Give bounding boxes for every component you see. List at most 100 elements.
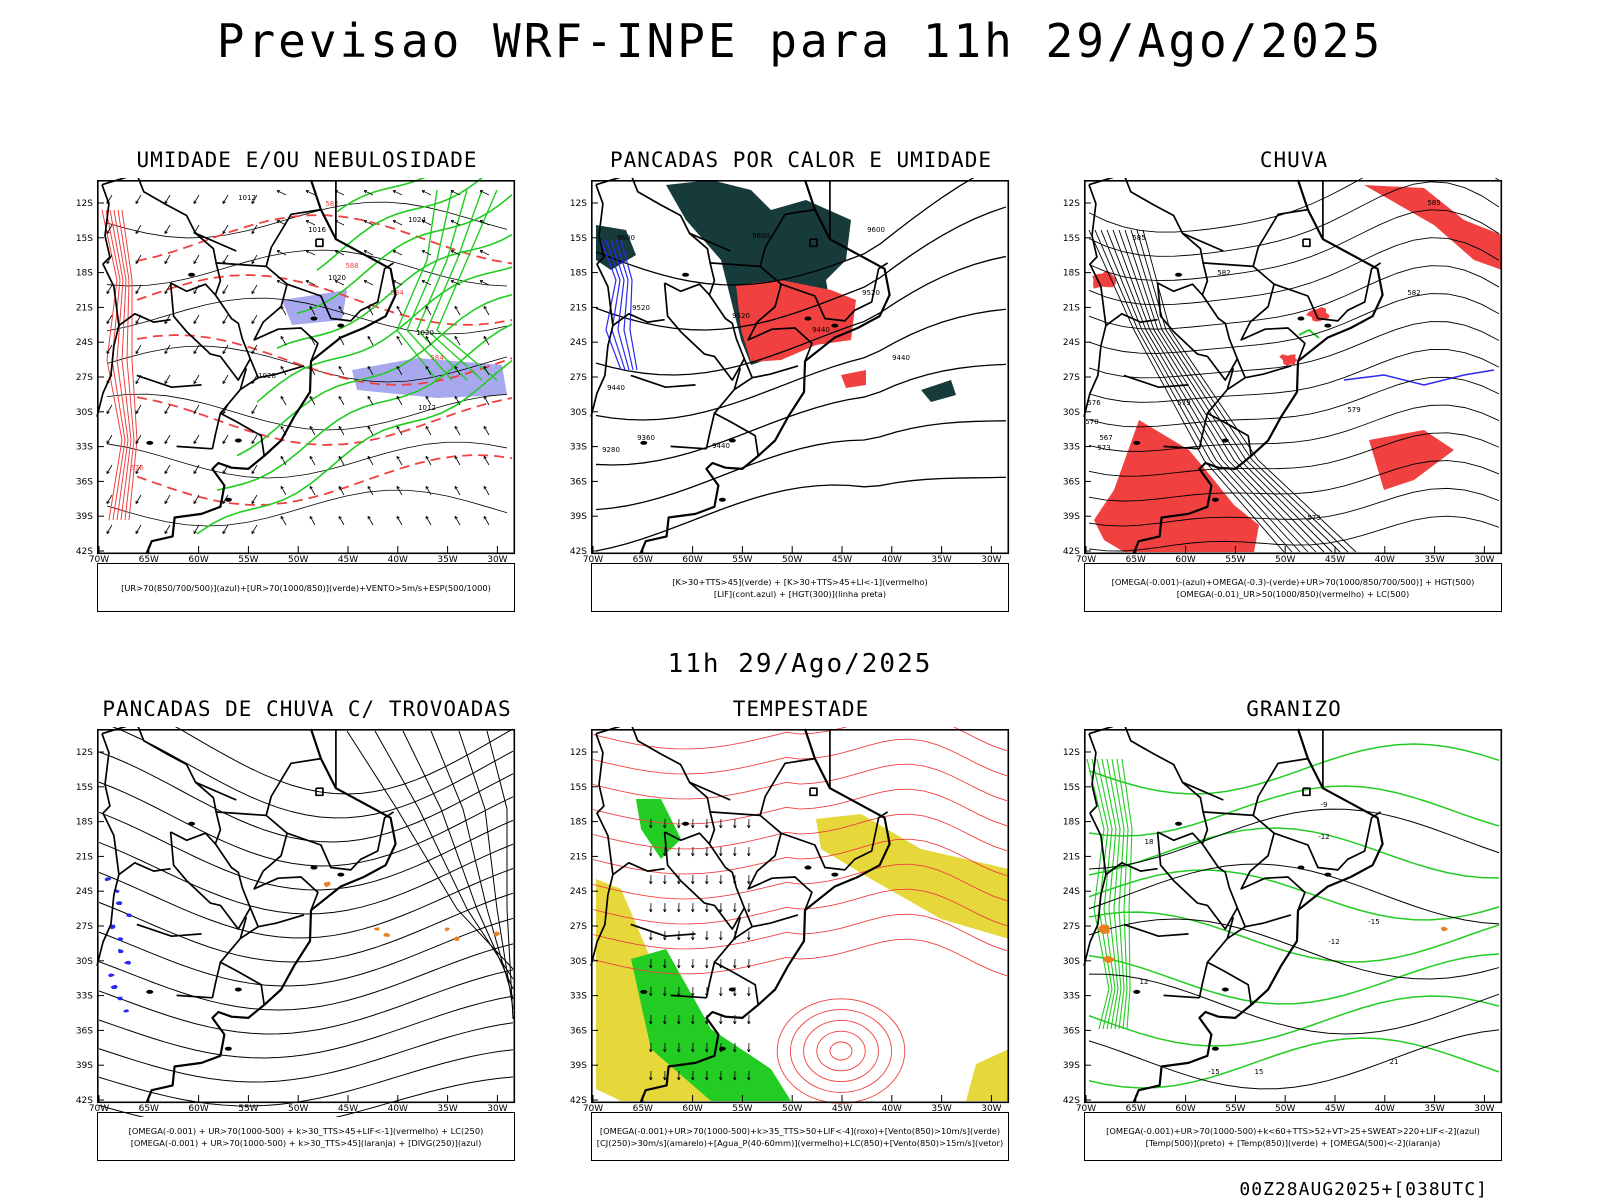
streamline bbox=[98, 868, 514, 939]
streamline bbox=[592, 788, 1008, 827]
border-line bbox=[630, 374, 696, 389]
wind-vector bbox=[677, 1021, 681, 1025]
border-line bbox=[590, 874, 614, 967]
wind-vector bbox=[367, 365, 371, 370]
wind-vector bbox=[251, 470, 255, 474]
lake bbox=[1211, 1046, 1219, 1051]
wind-vector bbox=[309, 306, 316, 316]
border-line bbox=[1088, 727, 1253, 1006]
wind-vector bbox=[691, 1021, 695, 1025]
streamline bbox=[592, 738, 1008, 777]
wind-vector bbox=[663, 937, 667, 941]
wind-vector bbox=[747, 1077, 751, 1081]
wind-vector bbox=[193, 524, 200, 534]
wind-vector bbox=[338, 425, 342, 430]
omega-cell bbox=[1440, 926, 1449, 932]
wind-vector bbox=[276, 280, 281, 284]
wind-vector bbox=[719, 881, 723, 885]
border-line bbox=[253, 832, 319, 911]
lon-label: 70W bbox=[583, 555, 603, 565]
streamline bbox=[592, 888, 1008, 927]
border-line bbox=[1083, 874, 1107, 967]
legend-line-1: [OMEGA(-0.001)+UR>70(1000-500)+k>35_TTS>… bbox=[599, 1125, 1001, 1136]
wind-vector bbox=[479, 220, 484, 224]
lat-label: 18S bbox=[570, 818, 587, 828]
humidity-contour bbox=[426, 189, 483, 381]
border-line bbox=[96, 325, 120, 418]
lat-label: 24S bbox=[570, 338, 587, 348]
border-line bbox=[689, 781, 731, 801]
wind-vector bbox=[106, 344, 113, 354]
wind-vector bbox=[280, 396, 287, 406]
streamline bbox=[98, 1022, 514, 1083]
lon-label: 65W bbox=[139, 1104, 159, 1114]
streamline bbox=[458, 730, 514, 1010]
wind-vector bbox=[733, 993, 737, 997]
wind-vector bbox=[135, 194, 142, 204]
contour-label: -12 bbox=[1318, 833, 1329, 841]
wind-vector bbox=[663, 1021, 667, 1025]
lifted-index-contour bbox=[615, 239, 634, 371]
lifted-index-contour bbox=[610, 239, 630, 371]
wind-vector bbox=[222, 530, 226, 534]
border-line bbox=[195, 781, 237, 801]
streamline bbox=[1088, 349, 1500, 403]
wind-vector bbox=[222, 440, 226, 444]
lake bbox=[337, 323, 345, 328]
legend-line-1: [OMEGA(-0.001) + UR>70(1000-500) + k>30_… bbox=[128, 1125, 484, 1136]
border-line bbox=[136, 374, 202, 389]
lon-label: 65W bbox=[1126, 555, 1146, 565]
border-line bbox=[752, 914, 799, 928]
wind-vector bbox=[396, 306, 403, 316]
wind-vector bbox=[705, 965, 709, 969]
cyclone-contour bbox=[816, 1030, 866, 1072]
wind-vector bbox=[106, 404, 113, 414]
wind-vector bbox=[309, 305, 313, 310]
wind-vector bbox=[193, 254, 200, 264]
wind-vector bbox=[421, 250, 426, 254]
lat-label: 39S bbox=[76, 512, 93, 522]
lon-label: 30W bbox=[487, 1104, 507, 1114]
panel-title-umidade: UMIDADE E/OU NEBULOSIDADE bbox=[136, 148, 478, 172]
lake bbox=[146, 989, 154, 994]
contour-label: 582 bbox=[1217, 269, 1230, 277]
wind-vector bbox=[677, 1049, 681, 1053]
humidity-contour bbox=[216, 323, 513, 492]
wind-vector bbox=[164, 260, 168, 264]
lon-label: 60W bbox=[682, 555, 702, 565]
border-line bbox=[176, 994, 213, 999]
wind-vector bbox=[479, 280, 490, 286]
wind-vector bbox=[367, 395, 371, 400]
lon-label: 70W bbox=[89, 1104, 109, 1114]
streamline bbox=[1088, 237, 1500, 306]
wind-vector bbox=[483, 456, 490, 466]
wind-area bbox=[631, 949, 791, 1101]
lat-label: 12S bbox=[76, 199, 93, 209]
wind-vector bbox=[334, 250, 345, 256]
wind-vector bbox=[334, 280, 339, 284]
legend-trovoadas: [OMEGA(-0.001) + UR>70(1000-500) + k>30_… bbox=[97, 1112, 515, 1161]
border-line bbox=[747, 832, 813, 911]
wind-vector bbox=[305, 250, 310, 254]
humidity-contour bbox=[336, 178, 426, 213]
border-line bbox=[265, 757, 322, 816]
wind-vector bbox=[338, 486, 345, 496]
wind-vector bbox=[747, 825, 751, 829]
contour-label: 1012 bbox=[238, 194, 256, 202]
border-line bbox=[211, 413, 222, 449]
wind-vector bbox=[135, 290, 139, 294]
wind-vector bbox=[251, 524, 258, 534]
lat-label: 27S bbox=[76, 922, 93, 932]
wind-vector bbox=[251, 500, 255, 504]
wind-vector bbox=[392, 250, 397, 254]
wind-vector bbox=[251, 350, 255, 354]
lat-label: 33S bbox=[570, 443, 587, 453]
wind-vector bbox=[106, 254, 113, 264]
lat-label: 36S bbox=[76, 1026, 93, 1036]
lon-label: 50W bbox=[288, 1104, 308, 1114]
lat-label: 42S bbox=[1063, 1096, 1080, 1106]
streamline bbox=[1112, 229, 1317, 553]
wind-vector bbox=[479, 280, 484, 284]
wind-vector bbox=[483, 395, 487, 400]
map-granizo: -12 -15 -12 -15 12 18 15 21 -9 12S 15S 18S 21S 24S 27S… bbox=[1063, 727, 1503, 1114]
